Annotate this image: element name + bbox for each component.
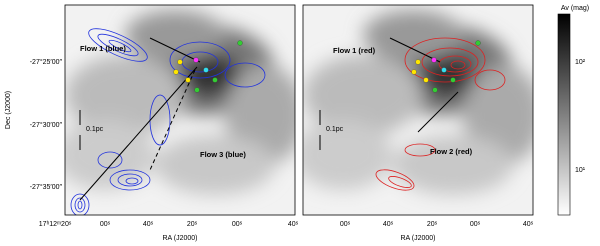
colorbar (557, 13, 571, 216)
x-axis-label: RA (J2000) (400, 235, 435, 242)
arrows (79, 37, 201, 201)
annotation: Flow 2 (red) (430, 147, 473, 156)
y-axis-label: Dec (J2000) (5, 91, 12, 129)
y-tick-label: -27°35′00″ (30, 183, 63, 191)
x-tick-label: 40ˢ (143, 221, 154, 228)
x-tick-label: 00ˢ (470, 221, 481, 228)
x-tick-label: 40ˢ (383, 221, 394, 228)
x-tick-label: 00ˢ (100, 221, 111, 228)
image-left (55, 5, 305, 215)
annotation: 0.1pc (86, 126, 104, 133)
colorbar-tick: 10¹ (575, 167, 586, 174)
x-tick-label: 00ˢ (340, 221, 351, 228)
frame (64, 4, 296, 216)
colorbar-label: Av (mag) (561, 5, 589, 12)
image-right (293, 5, 543, 215)
x-tick-label: 20ˢ (187, 221, 198, 228)
x-tick-label: 40ˢ (523, 221, 534, 228)
y-tick-label: -27°25′00″ (30, 58, 63, 66)
x-tick-label: 00ˢ (232, 221, 243, 228)
x-tick-label: 20ˢ (427, 221, 438, 228)
annotation: Flow 3 (blue) (200, 150, 246, 159)
frame (302, 4, 534, 216)
y-tick-label: -27°30′00″ (30, 121, 63, 129)
arrows (319, 37, 459, 150)
annotation: Flow 1 (blue) (80, 44, 126, 53)
stars (411, 40, 481, 93)
annotation: 0.1pc (326, 126, 344, 133)
x-tick-label: 17ʰ12ᵐ20ˢ (39, 221, 72, 228)
x-tick-label: 40ˢ (288, 221, 299, 228)
annotation: Flow 1 (red) (333, 46, 376, 55)
x-axis-label: RA (J2000) (162, 235, 197, 242)
stars (173, 40, 243, 93)
colorbar-tick: 10² (575, 59, 586, 66)
